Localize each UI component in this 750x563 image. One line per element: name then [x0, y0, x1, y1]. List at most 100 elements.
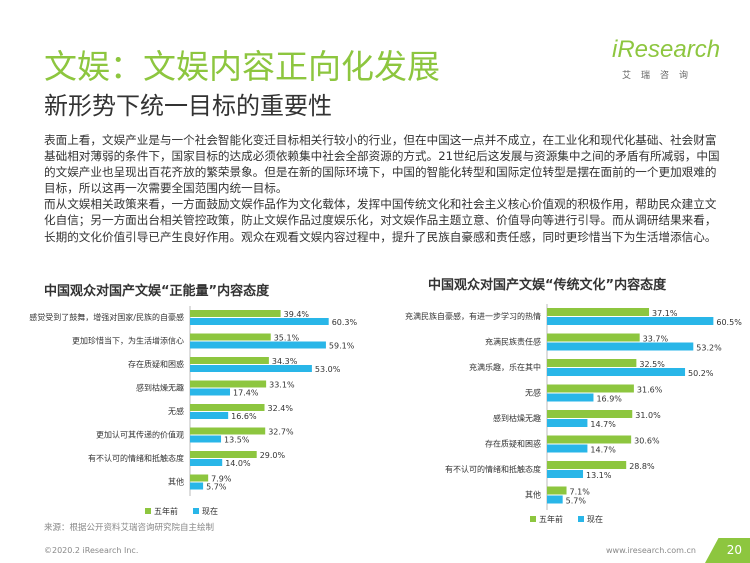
bar-five-years-ago: [190, 427, 266, 435]
value-label: 53.0%: [315, 365, 341, 374]
category-label: 有不认可的情绪和抵触态度: [445, 464, 541, 474]
chart-1-title: 中国观众对国产文娱“正能量”内容态度: [44, 284, 270, 299]
body-text: 表面上看，文娱产业是与一个社会智能化变迁目标相关行较小的行业，但在中国这一点并不…: [44, 132, 724, 245]
value-label: 16.6%: [231, 412, 257, 421]
bar-now: [190, 435, 222, 443]
category-label: 充满乐趣，乐在其中: [469, 362, 541, 372]
bar-now: [190, 412, 229, 419]
value-label: 50.2%: [688, 369, 714, 378]
logo-brand: iResearch: [612, 36, 721, 63]
bar-five-years-ago: [190, 451, 257, 458]
value-label: 16.9%: [596, 395, 622, 404]
value-label: 14.7%: [590, 446, 616, 455]
value-label: 13.1%: [586, 471, 612, 480]
body-paragraph-2: 而从文娱相关政策来看，一方面鼓励文娱作品作为文化载体，发挥中国传统文化和社会主义…: [44, 197, 717, 244]
value-label: 39.4%: [284, 310, 310, 319]
bar-now: [190, 365, 312, 372]
bar-five-years-ago: [547, 461, 627, 469]
value-label: 13.5%: [224, 436, 250, 445]
bar-now: [547, 393, 594, 402]
category-label: 无感: [525, 388, 541, 398]
page-number: 20: [705, 538, 750, 563]
value-label: 5.7%: [206, 483, 227, 492]
legend-label: 现在: [202, 506, 218, 516]
value-label: 34.3%: [272, 357, 298, 366]
iresearch-logo: iResearch 艾瑞咨询: [612, 36, 720, 86]
bar-now: [547, 368, 686, 376]
value-label: 30.6%: [634, 437, 660, 446]
bar-now: [547, 317, 714, 325]
category-label: 感到枯燥无趣: [493, 413, 541, 423]
bar-five-years-ago: [190, 357, 269, 364]
bar-five-years-ago: [547, 333, 640, 342]
value-label: 60.3%: [332, 318, 358, 327]
value-label: 53.2%: [696, 344, 722, 353]
legend-label: 五年前: [154, 506, 178, 516]
value-label: 7.9%: [211, 475, 232, 484]
bar-five-years-ago: [190, 333, 271, 341]
logo-chinese: 艾瑞咨询: [622, 71, 699, 81]
bar-now: [190, 318, 329, 325]
category-label: 其他: [525, 490, 541, 500]
value-label: 59.1%: [329, 342, 355, 351]
category-label: 更加珍惜当下，为生活增添信心: [72, 336, 184, 346]
value-label: 28.8%: [629, 462, 655, 471]
page-subtitle: 新形势下统一目标的重要性: [44, 92, 332, 120]
legend-swatch: [530, 516, 536, 522]
value-label: 17.4%: [233, 389, 259, 398]
value-label: 35.1%: [274, 334, 300, 343]
legend-label: 现在: [587, 514, 603, 524]
bar-five-years-ago: [547, 359, 637, 367]
value-label: 60.5%: [716, 318, 742, 327]
value-label: 14.0%: [225, 459, 251, 468]
bar-five-years-ago: [190, 380, 267, 388]
footer-copyright: ©2020.2 iResearch Inc.: [44, 546, 139, 555]
bar-five-years-ago: [190, 310, 281, 317]
value-label: 5.7%: [566, 497, 587, 506]
value-label: 29.0%: [260, 451, 286, 460]
value-label: 32.5%: [639, 360, 665, 369]
category-label: 有不认可的情绪和抵触态度: [88, 453, 184, 463]
value-label: 33.7%: [643, 335, 669, 344]
value-label: 32.7%: [268, 428, 294, 437]
bar-five-years-ago: [547, 384, 634, 393]
category-label: 充满民族责任感: [485, 337, 541, 347]
value-label: 32.4%: [268, 404, 294, 413]
bar-five-years-ago: [547, 435, 632, 444]
bar-five-years-ago: [547, 308, 650, 316]
bar-now: [190, 482, 204, 490]
value-label: 14.7%: [590, 420, 616, 429]
bar-now: [547, 495, 563, 504]
category-label: 充满民族自豪感，有进一步学习的热情: [405, 311, 541, 321]
value-label: 31.6%: [637, 386, 663, 395]
bar-now: [547, 444, 588, 453]
bar-five-years-ago: [547, 410, 633, 418]
legend-swatch: [578, 516, 584, 522]
bar-five-years-ago: [547, 486, 567, 495]
bar-now: [190, 388, 231, 396]
body-paragraph-1: 表面上看，文娱产业是与一个社会智能化变迁目标相关行较小的行业，但在中国这一点并不…: [44, 133, 720, 196]
category-label: 其他: [168, 477, 184, 487]
bar-now: [547, 470, 584, 478]
source-note: 来源：根据公开资料艾瑞咨询研究院自主绘制: [44, 523, 215, 533]
chart-traditional-culture: 充满民族自豪感，有进一步学习的热情 37.1% 60.5% 充满民族责任感 33.7% 5…: [405, 304, 742, 524]
bar-five-years-ago: [190, 474, 209, 482]
legend-swatch: [145, 508, 151, 514]
page-title: 文娱：文娱内容正向化发展: [44, 47, 440, 86]
bar-now: [190, 341, 326, 349]
category-label: 存在质疑和困惑: [485, 439, 541, 449]
category-label: 更加认可其传递的价值观: [96, 430, 184, 440]
legend-swatch: [193, 508, 199, 514]
bar-five-years-ago: [190, 404, 265, 411]
legend-label: 五年前: [539, 514, 563, 524]
chart-positive-energy: 感觉受到了鼓舞，增强对国家/民族的自豪感 39.4% 60.3% 更加珍惜当下，为生活…: [29, 306, 358, 516]
value-label: 37.1%: [652, 309, 678, 318]
bar-now: [190, 459, 223, 466]
bar-now: [547, 419, 588, 427]
category-label: 感觉受到了鼓舞，增强对国家/民族的自豪感: [29, 312, 184, 322]
category-label: 感到枯燥无趣: [136, 383, 184, 393]
bar-now: [547, 342, 694, 351]
footer-website[interactable]: www.iresearch.com.cn: [606, 546, 696, 555]
category-label: 存在质疑和困惑: [128, 359, 184, 369]
value-label: 7.1%: [570, 488, 591, 497]
